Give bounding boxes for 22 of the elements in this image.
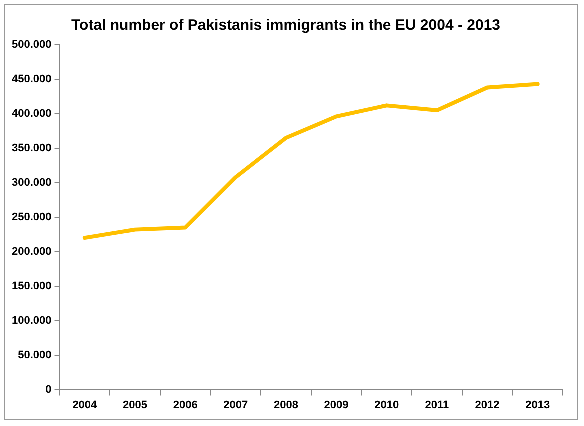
y-tick-label: 50.000 [18, 349, 52, 362]
y-tick-label: 500.000 [12, 39, 52, 52]
x-tick-label: 2006 [173, 399, 198, 412]
x-tick-label: 2005 [123, 399, 148, 412]
chart-title: Total number of Pakistanis immigrants in the EU 2004 - 2013 [71, 17, 501, 34]
x-tick-label: 2011 [425, 399, 450, 412]
x-tick-label: 2013 [526, 399, 550, 412]
y-tick-label: 250.000 [12, 211, 52, 224]
y-tick-label: 200.000 [12, 246, 52, 258]
y-tick-label: 150.000 [12, 280, 52, 292]
x-tick-label: 2004 [72, 399, 98, 412]
y-tick-label: 400.000 [12, 108, 52, 120]
y-tick-label: 300.000 [12, 176, 52, 189]
x-tick-label: 2008 [274, 399, 298, 412]
x-tick-label: 2007 [224, 399, 248, 412]
y-tick-label: 450.000 [12, 74, 52, 86]
x-tick-label: 2012 [475, 399, 500, 412]
y-tick-label: 100.000 [12, 314, 52, 327]
x-tick-label: 2010 [374, 399, 400, 412]
x-tick-label: 2009 [324, 399, 349, 412]
y-tick-label: 350.000 [12, 142, 52, 154]
y-tick-label: 0 [46, 384, 52, 396]
